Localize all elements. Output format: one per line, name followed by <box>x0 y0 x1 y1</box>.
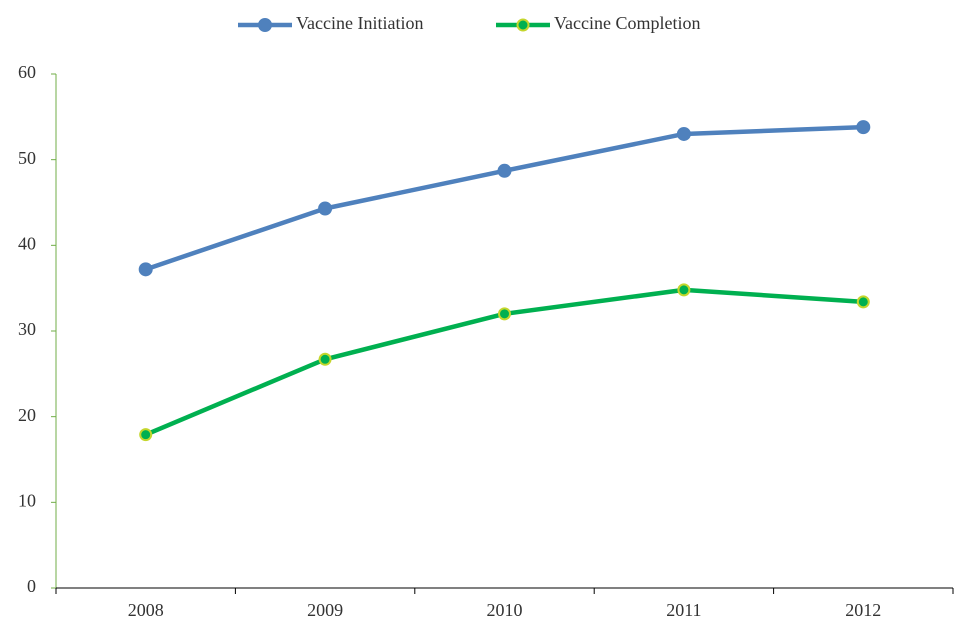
legend-marker <box>258 18 272 32</box>
x-tick-label: 2008 <box>128 600 164 620</box>
point <box>498 307 511 321</box>
x-tick-label: 2011 <box>666 600 701 620</box>
point <box>497 163 512 178</box>
x-tick-label: 2010 <box>487 600 523 620</box>
point <box>856 120 871 135</box>
point <box>318 201 333 216</box>
point <box>856 295 870 309</box>
point <box>676 126 691 141</box>
legend-label: Vaccine Initiation <box>296 13 423 33</box>
point <box>677 283 691 297</box>
point <box>318 352 332 366</box>
y-tick-label: 20 <box>18 405 36 425</box>
legend-label: Vaccine Completion <box>554 13 700 33</box>
x-tick-label: 2012 <box>845 600 881 620</box>
legend-marker <box>516 18 530 32</box>
y-tick-label: 50 <box>18 148 36 168</box>
point <box>138 262 153 277</box>
y-tick-label: 0 <box>27 576 36 596</box>
y-tick-label: 60 <box>18 62 36 82</box>
point <box>139 428 153 442</box>
x-tick-label: 2009 <box>307 600 343 620</box>
y-tick-label: 40 <box>18 233 36 253</box>
y-tick-label: 10 <box>18 490 36 510</box>
series-line <box>144 124 864 272</box>
y-tick-label: 30 <box>18 319 36 339</box>
